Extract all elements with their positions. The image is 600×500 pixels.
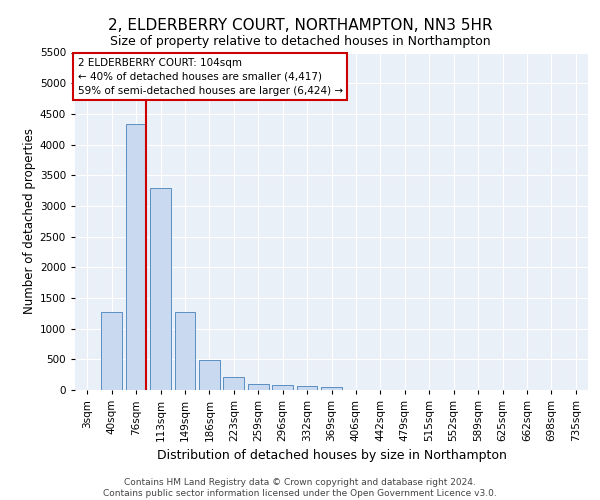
Bar — [248, 384, 269, 390]
Text: Contains HM Land Registry data © Crown copyright and database right 2024.
Contai: Contains HM Land Registry data © Crown c… — [103, 478, 497, 498]
Bar — [150, 188, 171, 390]
Text: 2 ELDERBERRY COURT: 104sqm
← 40% of detached houses are smaller (4,417)
59% of s: 2 ELDERBERRY COURT: 104sqm ← 40% of deta… — [77, 58, 343, 96]
Bar — [125, 124, 146, 390]
Bar — [272, 385, 293, 390]
Text: 2, ELDERBERRY COURT, NORTHAMPTON, NN3 5HR: 2, ELDERBERRY COURT, NORTHAMPTON, NN3 5H… — [107, 18, 493, 32]
Bar — [175, 312, 196, 390]
Bar — [296, 386, 317, 390]
Bar — [199, 360, 220, 390]
Bar — [321, 386, 342, 390]
Text: Size of property relative to detached houses in Northampton: Size of property relative to detached ho… — [110, 35, 490, 48]
Bar — [223, 377, 244, 390]
X-axis label: Distribution of detached houses by size in Northampton: Distribution of detached houses by size … — [157, 450, 506, 462]
Y-axis label: Number of detached properties: Number of detached properties — [23, 128, 35, 314]
Bar — [101, 312, 122, 390]
